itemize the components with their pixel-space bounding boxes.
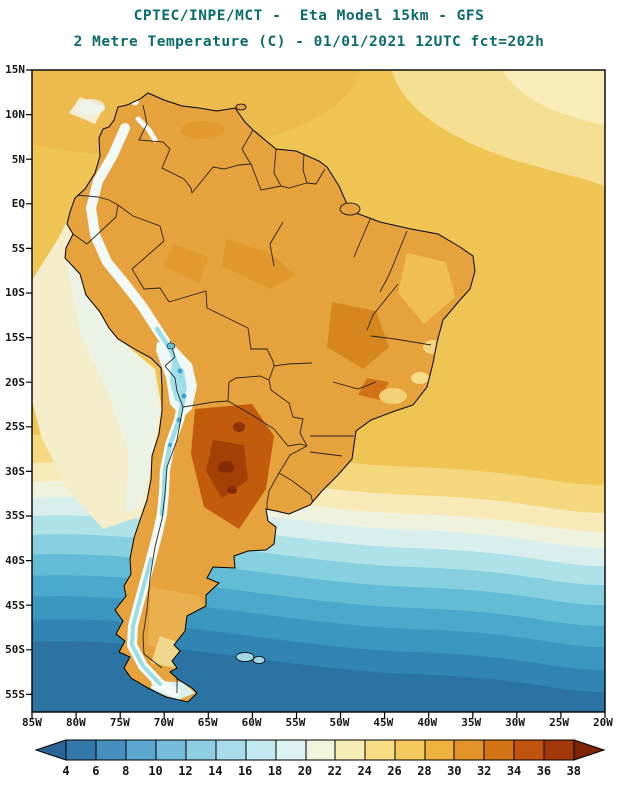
lat-label: 15N — [5, 63, 25, 77]
colorbar-tick-label: 28 — [417, 764, 432, 778]
colorbar-tick-label: 16 — [237, 764, 253, 778]
lon-label: 30W — [505, 716, 526, 729]
andes-ridge — [86, 98, 197, 697]
colorbar-tick-label: 38 — [566, 764, 582, 778]
colorbar-cell — [125, 739, 157, 761]
lat-label: 40S — [5, 554, 25, 568]
colorbar-cell — [34, 739, 67, 761]
chart-title-line1: CPTEC/INPE/MCT - Eta Model 15km - GFS — [133, 8, 485, 24]
colorbar-cell — [334, 739, 366, 761]
colorbar-cell — [95, 739, 127, 761]
colorbar-cell — [394, 739, 426, 761]
colorbar-cell — [215, 739, 247, 761]
colorbar-cell — [543, 739, 575, 761]
pacific-cold-current — [32, 97, 162, 529]
colorbar-scale: 4 6 8 10 12 14 16 18 20 22 24 26 28 30 3… — [51, 764, 589, 778]
chart-title-line2: 2 Metre Temperature (C) - 01/01/2021 12U… — [73, 34, 545, 50]
colorbar-tick-label: 4 — [62, 764, 70, 778]
lon-label: 85W — [22, 716, 42, 729]
lon-label: 75W — [109, 716, 130, 729]
lat-label: 10N — [5, 108, 25, 122]
colorbar-tick-label: 18 — [267, 764, 283, 778]
lat-label: 15S — [5, 331, 25, 345]
colorbar-tick-label: 14 — [208, 764, 223, 778]
lon-label: 50W — [329, 716, 350, 729]
colorbar-cell — [424, 739, 455, 761]
longitude-axis: 85W 80W 75W 70W 65W 60W 55W 50W 45W 40W … — [10, 716, 618, 729]
lat-label: 35S — [5, 509, 25, 523]
colorbar-tick-label: 6 — [92, 764, 100, 778]
lat-label: 20S — [5, 375, 25, 389]
colorbar-cell — [155, 739, 187, 761]
colorbar-cell — [364, 739, 396, 761]
colorbar-tick-label: 32 — [476, 764, 492, 778]
colorbar-cell — [185, 739, 217, 761]
lat-label: 10S — [5, 286, 25, 300]
colorbar-cell — [245, 739, 277, 761]
colorbar — [34, 739, 606, 761]
lat-label: 5N — [11, 152, 25, 166]
lon-label: 65W — [197, 716, 218, 729]
colorbar-cell — [513, 739, 545, 761]
colorbar-tick-label: 36 — [536, 764, 552, 778]
lat-label: 25S — [5, 420, 25, 434]
lon-ticks — [31, 712, 606, 718]
lat-label: 45S — [5, 598, 25, 612]
lon-label: 40W — [417, 716, 438, 729]
map-canvas — [32, 70, 605, 712]
lon-label: 45W — [373, 716, 394, 729]
country-borders — [72, 104, 432, 693]
colorbar-cell — [65, 739, 97, 761]
colorbar-cell — [305, 739, 336, 761]
lon-label: 80W — [65, 716, 86, 729]
lat-label: 5S — [11, 241, 25, 255]
islands — [166, 103, 361, 664]
colorbar-tick-label: 30 — [447, 764, 462, 778]
lat-label: 30S — [5, 464, 25, 478]
lon-label: 55W — [285, 716, 306, 729]
coastline — [64, 92, 476, 703]
lon-label: 20W — [593, 716, 613, 729]
colorbar-tick-label: 24 — [357, 764, 372, 778]
lat-label: 55S — [5, 687, 25, 701]
latitude-axis: 15N 10N 5N EQ 5S 10S 15S 20S 25S 30S 35S… — [0, 48, 28, 717]
colorbar-cell — [453, 739, 485, 761]
colorbar-cell — [573, 739, 606, 761]
lon-label: 70W — [153, 716, 174, 729]
colorbar-cell — [275, 739, 307, 761]
colorbar-tick-label: 26 — [387, 764, 402, 778]
colorbar-tick-label: 34 — [506, 764, 522, 778]
colorbar-tick-label: 22 — [327, 764, 343, 778]
lon-label: 25W — [549, 716, 569, 729]
lon-label: 35W — [461, 716, 482, 729]
lat-label: EQ — [11, 197, 25, 211]
colorbar-tick-label: 10 — [148, 764, 163, 778]
lat-ticks — [26, 69, 32, 695]
colorbar-tick-label: 12 — [178, 764, 193, 778]
colorbar-tick-label: 20 — [297, 764, 313, 778]
lon-label: 60W — [241, 716, 262, 729]
colorbar-tick-label: 8 — [122, 764, 130, 778]
colorbar-cell — [483, 739, 515, 761]
lat-label: 50S — [5, 643, 25, 657]
map-frame — [31, 69, 606, 713]
